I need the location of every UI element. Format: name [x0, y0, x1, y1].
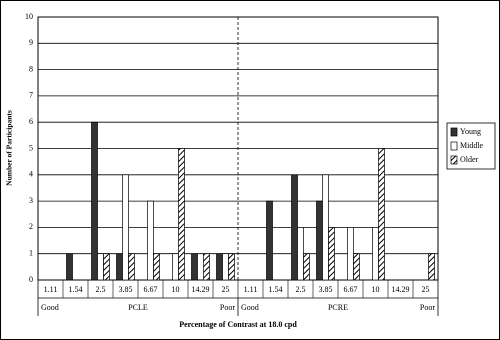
bar [191, 253, 198, 281]
bar [203, 253, 210, 281]
y-tick-label: 1 [29, 249, 33, 258]
y-tick-label: 10 [25, 12, 33, 21]
bar [147, 200, 154, 281]
y-tick-label: 2 [29, 222, 33, 231]
x-tick-label: 1.11 [44, 285, 58, 294]
y-tick-label: 4 [29, 170, 33, 179]
bar [316, 200, 323, 281]
x-tick-label: 14.29 [392, 285, 410, 294]
x-tick-label: 10 [372, 285, 380, 294]
bar [428, 253, 435, 281]
x-tick-label: 1.54 [269, 285, 283, 294]
bar [347, 227, 354, 281]
group-start-label: Good [41, 303, 59, 312]
x-tick-label: 6.67 [144, 285, 158, 294]
bar [122, 174, 129, 281]
x-axis-label: Percentage of Contrast at 18.0 cpd [179, 320, 297, 329]
group-label: PCRE [328, 303, 348, 312]
bar [178, 148, 185, 281]
bar [66, 253, 73, 281]
x-tick-label: 14.29 [192, 285, 210, 294]
x-tick-label: 1.54 [69, 285, 83, 294]
legend-label: Middle [460, 141, 484, 150]
y-tick-label: 6 [29, 117, 33, 126]
bar [303, 253, 310, 281]
x-tick-label: 3.85 [319, 285, 333, 294]
y-tick-label: 3 [29, 196, 33, 205]
bar [103, 253, 110, 281]
legend-swatch [450, 155, 458, 165]
bar [172, 253, 179, 281]
x-tick-label: 6.67 [344, 285, 358, 294]
y-tick-label: 8 [29, 64, 33, 73]
y-tick-label: 5 [29, 143, 33, 152]
y-axis-label: Number of Participants [5, 110, 14, 186]
legend-label: Older [460, 155, 479, 164]
bar [216, 253, 223, 281]
bar [222, 253, 229, 281]
bar [372, 227, 379, 281]
legend-label: Young [460, 127, 481, 136]
y-tick-label: 0 [29, 275, 33, 284]
group-label: PCLE [128, 303, 148, 312]
bar [291, 174, 298, 281]
group-start-label: Good [241, 303, 259, 312]
legend-swatch [450, 127, 458, 137]
group-end-label: Poor [220, 303, 235, 312]
legend-swatch [450, 141, 458, 151]
x-tick-label: 2.5 [296, 285, 306, 294]
bar [228, 253, 235, 281]
bar [297, 227, 304, 281]
x-tick-label: 25 [422, 285, 430, 294]
bar [353, 253, 360, 281]
x-tick-label: 1.11 [244, 285, 258, 294]
bar [266, 200, 273, 281]
x-tick-label: 2.5 [96, 285, 106, 294]
bar [91, 121, 98, 281]
y-tick-label: 9 [29, 38, 33, 47]
group-end-label: Poor [420, 303, 435, 312]
bar [97, 253, 104, 281]
bar [128, 253, 135, 281]
x-tick-label: 10 [172, 285, 180, 294]
bar [116, 253, 123, 281]
x-tick-label: 3.85 [119, 285, 133, 294]
bar [153, 253, 160, 281]
bar [378, 148, 385, 281]
bar [328, 227, 335, 281]
bar [322, 174, 329, 281]
y-tick-label: 7 [29, 91, 33, 100]
x-tick-label: 25 [222, 285, 230, 294]
